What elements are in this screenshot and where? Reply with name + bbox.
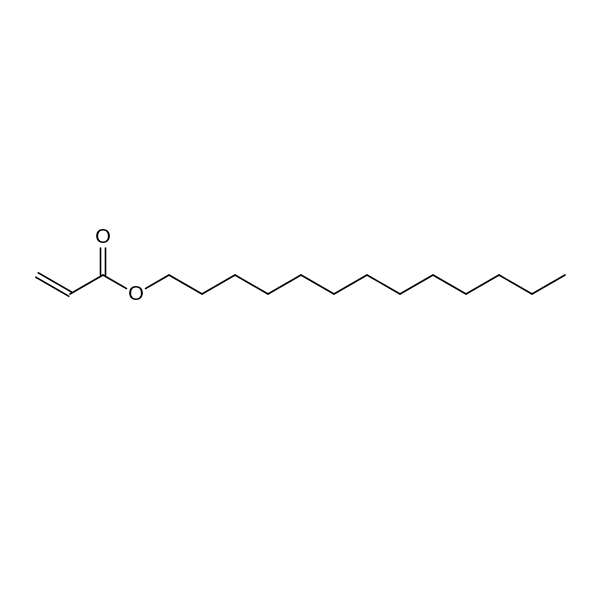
bond-line [499, 275, 532, 294]
bond-line [433, 275, 466, 294]
bond-line [103, 275, 126, 289]
bond-line [169, 275, 202, 294]
bond-line [367, 275, 400, 294]
bond-line [146, 275, 169, 289]
bond-line [301, 275, 334, 294]
bond-line [70, 275, 103, 294]
molecule-structure: OO [0, 0, 600, 600]
bond-line [202, 275, 235, 294]
bond-line [532, 275, 565, 294]
atom-label: O [95, 226, 111, 248]
bond-line [400, 275, 433, 294]
bond-line [268, 275, 301, 294]
bond-line [466, 275, 499, 294]
bond-line [235, 275, 268, 294]
atom-label: O [128, 283, 144, 305]
bond-line [334, 275, 367, 294]
